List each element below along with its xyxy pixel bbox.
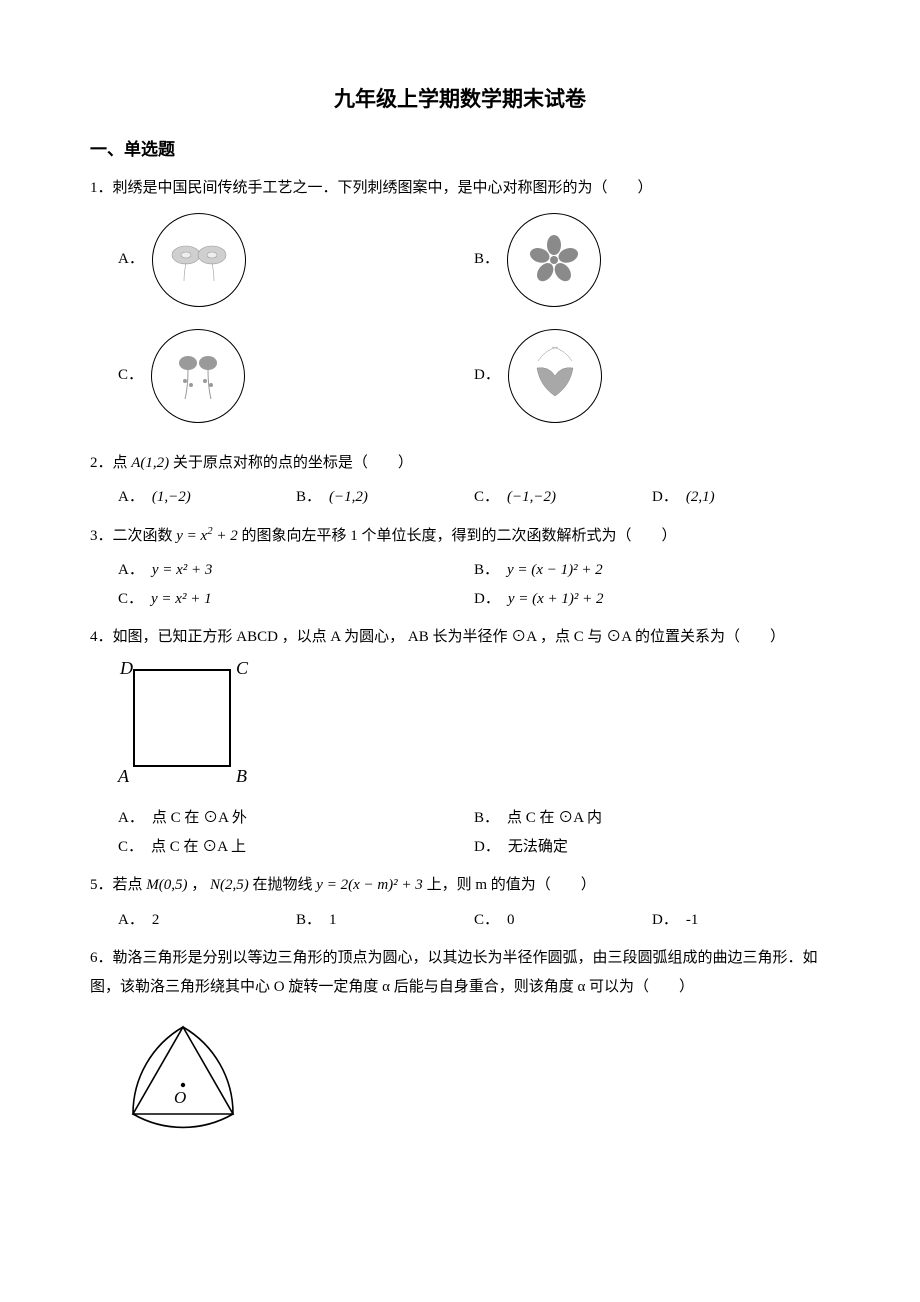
q2-opt-c: C． (−1,−2): [474, 483, 652, 512]
q5-opt-b: B． 1: [296, 906, 474, 935]
center-o: O: [174, 1088, 186, 1107]
opt-label: D．: [652, 906, 678, 935]
text: 无法确定: [508, 833, 568, 862]
opt-label: D．: [474, 585, 500, 614]
text: 点 C 在 ⊙A 上: [151, 833, 246, 862]
vertex-a: A: [117, 766, 130, 786]
q4-stem: 4．如图，已知正方形 ABCD ，以点 A 为圆心， AB 长为半径作 ⊙A ，…: [90, 623, 830, 652]
vertex-c: C: [236, 658, 249, 678]
q2-opt-b: B． (−1,2): [296, 483, 474, 512]
opt-label: B．: [474, 804, 499, 833]
math: y = x2 + 2: [176, 528, 237, 544]
q3-options: A． y = x² + 3 B． y = (x − 1)² + 2 C． y = x²…: [118, 556, 830, 613]
opt-label: C．: [474, 906, 499, 935]
q5-stem: 5．若点 M(0,5) ， N(2,5) 在抛物线 y = 2(x − m)² …: [90, 871, 830, 900]
opt-label: B．: [474, 245, 499, 274]
opt-label: A．: [118, 556, 144, 585]
embroidery-icon: [507, 213, 601, 307]
q4-opt-c: C． 点 C 在 ⊙A 上: [118, 833, 474, 862]
math: M(0,5): [146, 877, 187, 893]
q2-stem: 2．点 A(1,2) 关于原点对称的点的坐标是（ ）: [90, 449, 830, 478]
math: y = (x − 1)² + 2: [507, 556, 603, 585]
text: 3．二次函数: [90, 528, 176, 544]
opt-label: C．: [474, 483, 499, 512]
opt-label: B．: [296, 906, 321, 935]
text: 2: [152, 906, 160, 935]
math: (−1,−2): [507, 483, 556, 512]
math: y = (x + 1)² + 2: [508, 585, 604, 614]
q4-opt-a: A． 点 C 在 ⊙A 外: [118, 804, 474, 833]
math: y = x² + 1: [151, 585, 212, 614]
text: ，: [188, 877, 211, 893]
text: 的图象向左平移 1 个单位长度，得到的二次函数解析式为（ ）: [238, 528, 677, 544]
vertex-d: D: [119, 658, 133, 678]
text: 2．点: [90, 455, 131, 471]
text: 5．若点: [90, 877, 146, 893]
opt-label: D．: [474, 833, 500, 862]
text: 点 C 在 ⊙A 外: [152, 804, 247, 833]
math: (1,−2): [152, 483, 191, 512]
embroidery-icon: [152, 213, 246, 307]
q1-opt-d: D．: [474, 325, 830, 427]
opt-label: A．: [118, 804, 144, 833]
embroidery-icon: [508, 329, 602, 423]
q3-opt-b: B． y = (x − 1)² + 2: [474, 556, 830, 585]
opt-label: A．: [118, 245, 144, 274]
math: N(2,5): [210, 877, 249, 893]
q6-stem: 6．勒洛三角形是分别以等边三角形的顶点为圆心，以其边长为半径作圆弧，由三段圆弧组…: [90, 944, 830, 1001]
q4-options: A． 点 C 在 ⊙A 外 B． 点 C 在 ⊙A 内 C． 点 C 在 ⊙A 上 D…: [118, 804, 830, 861]
q1-opt-b: B．: [474, 209, 830, 311]
q5-opt-c: C． 0: [474, 906, 652, 935]
text: 点 C 在 ⊙A 内: [507, 804, 602, 833]
q5-options: A． 2 B． 1 C． 0 D． -1: [118, 906, 830, 935]
page-title: 九年级上学期数学期末试卷: [90, 80, 830, 120]
text: 1: [329, 906, 337, 935]
q4-opt-d: D． 无法确定: [474, 833, 830, 862]
math: (−1,2): [329, 483, 368, 512]
section-heading: 一、单选题: [90, 134, 830, 166]
text: y = x: [176, 528, 207, 544]
opt-label: C．: [118, 361, 143, 390]
q3-stem: 3．二次函数 y = x2 + 2 的图象向左平移 1 个单位长度，得到的二次函…: [90, 522, 830, 551]
opt-label: D．: [652, 483, 678, 512]
q3-opt-a: A． y = x² + 3: [118, 556, 474, 585]
text: -1: [686, 906, 699, 935]
opt-label: C．: [118, 585, 143, 614]
q4-opt-b: B． 点 C 在 ⊙A 内: [474, 804, 830, 833]
text: + 2: [213, 528, 238, 544]
math: A(1,2): [131, 455, 169, 471]
vertex-b: B: [236, 766, 247, 786]
math: y = 2(x − m)² + 3: [316, 877, 423, 893]
q5-opt-d: D． -1: [652, 906, 830, 935]
opt-label: B．: [474, 556, 499, 585]
q3-opt-d: D． y = (x + 1)² + 2: [474, 585, 830, 614]
q4-figure: D C A B: [112, 658, 830, 799]
q1-opt-a: A．: [118, 209, 474, 311]
opt-label: A．: [118, 906, 144, 935]
embroidery-icon: [151, 329, 245, 423]
text: 在抛物线: [249, 877, 317, 893]
opt-label: B．: [296, 483, 321, 512]
q6-figure: O: [118, 1019, 830, 1150]
math: y = x² + 3: [152, 556, 213, 585]
opt-label: C．: [118, 833, 143, 862]
q5-opt-a: A． 2: [118, 906, 296, 935]
opt-label: A．: [118, 483, 144, 512]
q2-opt-d: D． (2,1): [652, 483, 830, 512]
q3-opt-c: C． y = x² + 1: [118, 585, 474, 614]
q2-opt-a: A． (1,−2): [118, 483, 296, 512]
q1-options: A． B．: [118, 209, 830, 441]
opt-label: D．: [474, 361, 500, 390]
math: (2,1): [686, 483, 715, 512]
text: 上，则 m 的值为（ ）: [423, 877, 596, 893]
q1-stem: 1．刺绣是中国民间传统手工艺之一．下列刺绣图案中，是中心对称图形的为（ ）: [90, 174, 830, 203]
q1-opt-c: C．: [118, 325, 474, 427]
q2-options: A． (1,−2) B． (−1,2) C． (−1,−2) D． (2,1): [118, 483, 830, 512]
text: 0: [507, 906, 515, 935]
text: 关于原点对称的点的坐标是（ ）: [169, 455, 413, 471]
